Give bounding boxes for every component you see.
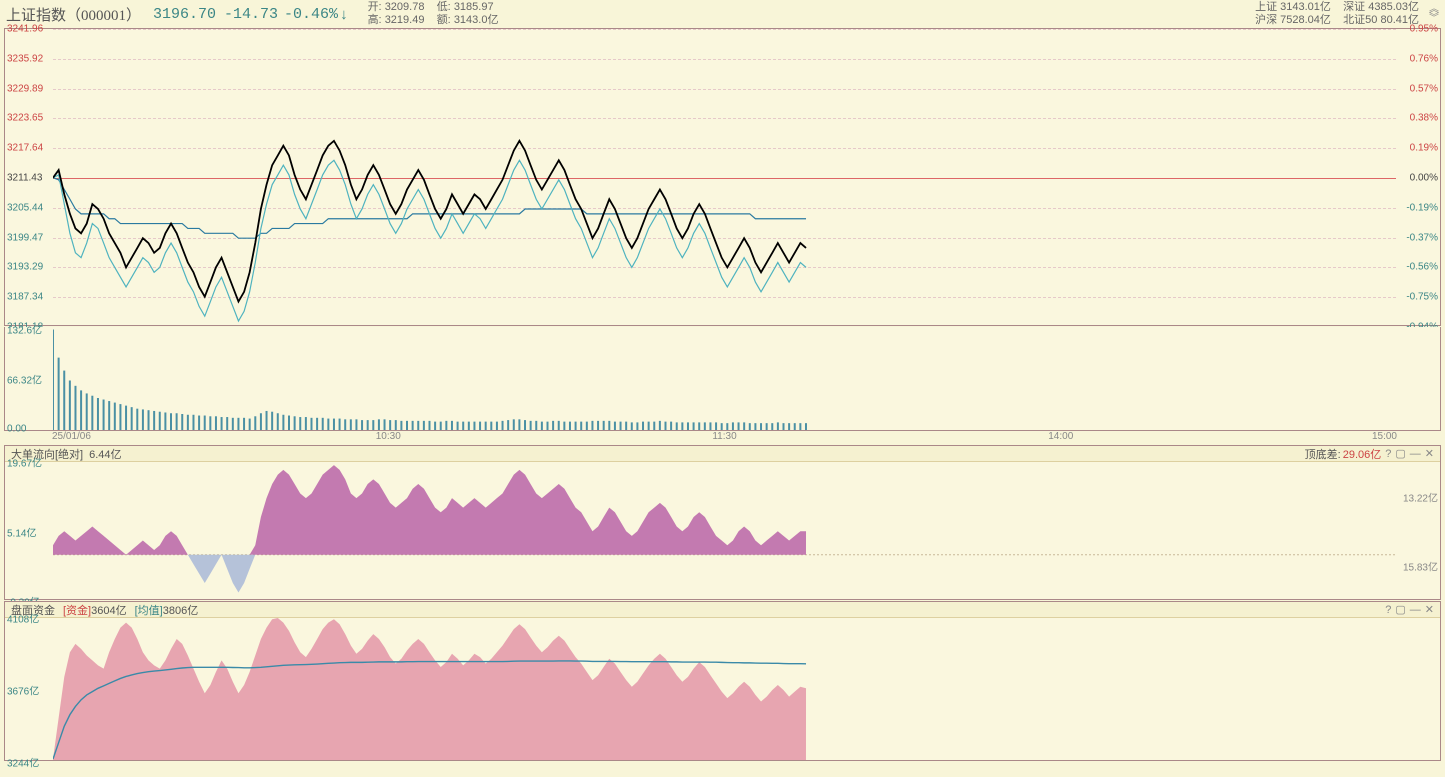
time-tick: 11:30 bbox=[712, 431, 736, 442]
low-value: 3185.97 bbox=[454, 1, 494, 13]
price-pct: -0.46% bbox=[284, 6, 338, 23]
sh-label: 上证 bbox=[1255, 1, 1277, 13]
capital-k1-value: 3604亿 bbox=[91, 602, 126, 618]
sz-value: 4385.03亿 bbox=[1368, 1, 1419, 13]
high-value: 3219.49 bbox=[385, 14, 425, 26]
window-icon[interactable]: ▢ bbox=[1395, 447, 1405, 460]
flow-panel-header: 大单流向[绝对] 6.44亿 顶底差: 29.06亿 ? ▢ — ✕ bbox=[5, 446, 1440, 462]
help-icon[interactable]: ? bbox=[1385, 604, 1391, 616]
flow-right-label: 顶底差: bbox=[1305, 446, 1341, 462]
high-label: 高: bbox=[368, 14, 382, 26]
amt-value: 3143.0亿 bbox=[454, 14, 499, 26]
open-label: 开: bbox=[368, 1, 382, 13]
time-tick: 15:00 bbox=[1372, 431, 1397, 442]
capital-k2-value: 3806亿 bbox=[163, 602, 198, 618]
time-tick: 14:00 bbox=[1048, 431, 1073, 442]
last-price: 3196.70 bbox=[153, 6, 216, 23]
close-icon[interactable]: ✕ bbox=[1425, 447, 1434, 460]
hs-label: 沪深 bbox=[1255, 14, 1277, 26]
time-axis: 25/01/06 10:30 11:30 14:00 15:00 bbox=[4, 431, 1441, 445]
close-icon[interactable]: ✕ bbox=[1425, 603, 1434, 616]
minimize-icon[interactable]: — bbox=[1410, 604, 1421, 616]
volume-chart-panel: 132.6亿66.32亿0.00 bbox=[4, 327, 1441, 431]
capital-k1-label: [资金] bbox=[63, 602, 91, 618]
price-chart-panel: 3241.963235.923229.893223.653217.643211.… bbox=[4, 28, 1441, 326]
price-change: -14.73 bbox=[224, 6, 278, 23]
open-value: 3209.78 bbox=[385, 1, 425, 13]
hs-value: 7528.04亿 bbox=[1280, 14, 1331, 26]
market-summary: 上证 3143.01亿 深证 4385.03亿 沪深 7528.04亿 北证50… bbox=[1255, 1, 1419, 27]
sh-value: 3143.01亿 bbox=[1280, 1, 1331, 13]
flow-right-value: 29.06亿 bbox=[1343, 446, 1382, 462]
down-arrow-icon: ↓ bbox=[340, 6, 348, 23]
window-icon[interactable]: ▢ bbox=[1395, 603, 1405, 616]
flow-panel: 大单流向[绝对] 6.44亿 顶底差: 29.06亿 ? ▢ — ✕ 19.67… bbox=[4, 445, 1441, 600]
help-icon[interactable]: ? bbox=[1385, 448, 1391, 460]
time-tick: 10:30 bbox=[376, 431, 401, 442]
expand-toggle-icon[interactable]: ︽︾ bbox=[1429, 5, 1439, 23]
time-tick: 25/01/06 bbox=[52, 431, 91, 442]
flow-value: 6.44亿 bbox=[89, 446, 121, 462]
minimize-icon[interactable]: — bbox=[1410, 448, 1421, 460]
header-bar: 上证指数（000001） 3196.70 -14.73 -0.46% ↓ 开: … bbox=[0, 0, 1445, 28]
bz-label: 北证50 bbox=[1343, 14, 1377, 26]
amt-label: 额: bbox=[437, 14, 451, 26]
capital-k2-label: [均值] bbox=[135, 602, 163, 618]
index-name: 上证指数（000001） bbox=[6, 4, 141, 25]
capital-panel-header: 盘面资金 [资金] 3604亿 [均值] 3806亿 ? ▢ — ✕ bbox=[5, 602, 1440, 618]
sz-label: 深证 bbox=[1343, 1, 1365, 13]
capital-panel: 盘面资金 [资金] 3604亿 [均值] 3806亿 ? ▢ — ✕ 4108亿… bbox=[4, 601, 1441, 761]
low-label: 低: bbox=[437, 1, 451, 13]
ohlc-block: 开: 3209.78 低: 3185.97 高: 3219.49 额: 3143… bbox=[368, 1, 499, 27]
